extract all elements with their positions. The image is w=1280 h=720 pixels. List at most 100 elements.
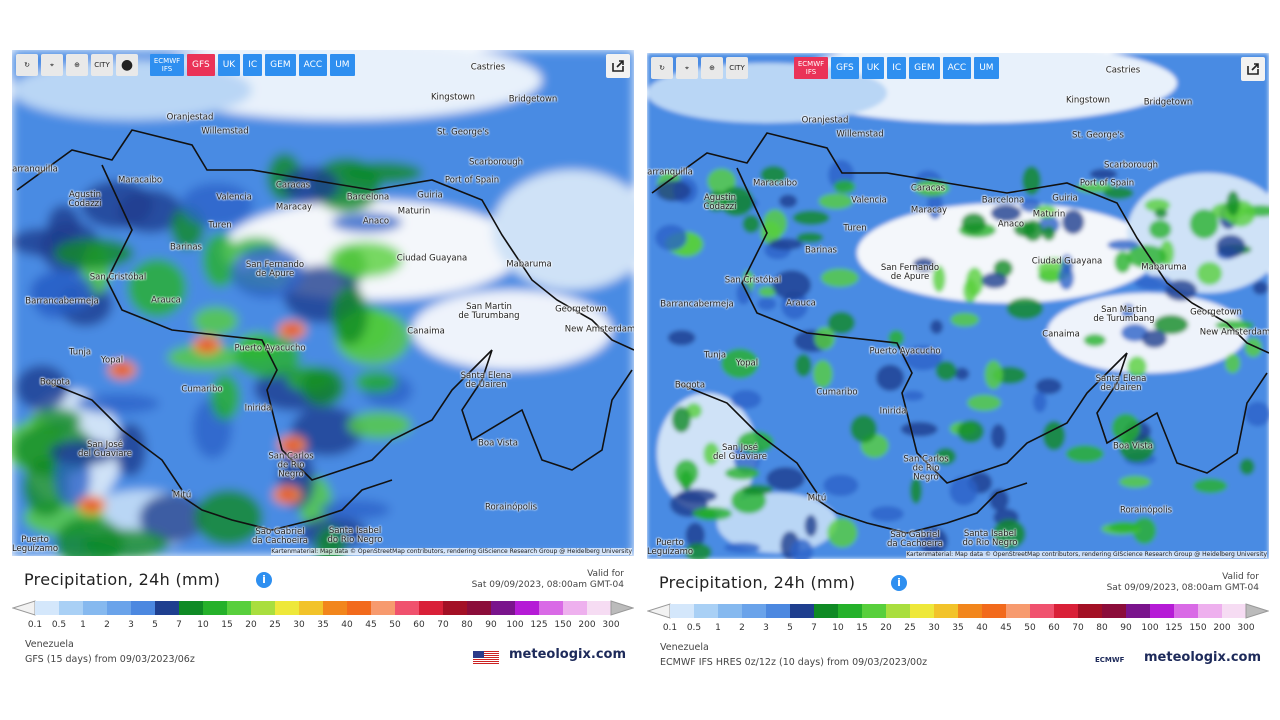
border-line xyxy=(41,379,183,491)
wet-area xyxy=(1083,333,1106,347)
city-label: Bogota xyxy=(39,377,71,388)
heavy-rain xyxy=(286,326,298,334)
scale-label: 200 xyxy=(578,620,596,630)
city-label: Barrancabermeja xyxy=(660,299,734,310)
scale-label: 2 xyxy=(104,620,110,630)
wet-area xyxy=(1164,279,1197,301)
model-button[interactable]: IC xyxy=(243,54,263,76)
scale-label: 0.1 xyxy=(27,620,43,630)
wet-area xyxy=(671,406,691,433)
model-button[interactable]: UM xyxy=(330,54,355,76)
colorbar-segment xyxy=(395,601,419,615)
colorbar-segment xyxy=(131,601,155,615)
model-button[interactable]: GEM xyxy=(265,54,296,76)
info-icon[interactable]: i xyxy=(256,572,272,588)
borders xyxy=(651,132,1269,534)
city-label: Mabaruma xyxy=(1141,262,1187,273)
city-label: Valencia xyxy=(216,192,252,203)
colorbar-segment xyxy=(1102,604,1126,618)
wet-area xyxy=(53,238,134,269)
attribution: Kartenmaterial: Map data © OpenStreetMap… xyxy=(906,551,1267,558)
city-label: Cumaribo xyxy=(816,387,858,398)
city-label: Maturin xyxy=(1032,209,1066,220)
colorbar-segment xyxy=(539,601,563,615)
border-line xyxy=(806,482,1028,534)
wet-area xyxy=(1244,337,1263,358)
wet-area xyxy=(981,272,1008,289)
model-button[interactable]: GFS xyxy=(187,54,215,76)
wet-area xyxy=(762,209,788,238)
city-label: San Fernando de Apure xyxy=(880,263,940,282)
wet-area xyxy=(823,474,859,497)
model-button[interactable]: UK xyxy=(861,57,885,79)
wet-area xyxy=(870,506,904,522)
valid-for: Valid for Sat 09/09/2023, 08:00am GMT-04 xyxy=(1107,572,1259,594)
city-label: Maracay xyxy=(910,205,948,216)
wet-area xyxy=(233,335,301,378)
brand: meteologix.com xyxy=(509,647,626,662)
tool-icon[interactable]: ↻ xyxy=(16,54,38,76)
colorbar-segment xyxy=(1198,604,1222,618)
city-label: Caracas xyxy=(275,180,311,191)
wet-area xyxy=(909,477,923,504)
share-button[interactable] xyxy=(1241,57,1265,81)
scale-label: 80 xyxy=(461,620,473,630)
map-canvas xyxy=(12,50,634,556)
wet-area xyxy=(692,506,732,521)
model-button[interactable]: ACC xyxy=(942,57,972,79)
tool-icon[interactable]: ⌖ xyxy=(676,57,698,79)
wet-area xyxy=(963,279,978,303)
city-label: Kingstown xyxy=(1065,95,1111,106)
scale-label: 100 xyxy=(506,620,524,630)
wet-area xyxy=(1132,517,1157,545)
wet-area xyxy=(760,165,787,184)
valid-label: Valid for xyxy=(1222,572,1259,582)
city-label: arranquilla xyxy=(12,164,58,175)
colorbar-arrow xyxy=(610,600,634,616)
border-line xyxy=(736,167,1128,484)
model-button[interactable]: UM xyxy=(974,57,999,79)
tool-icon[interactable]: ↻ xyxy=(651,57,673,79)
city-label: Scarborough xyxy=(468,157,524,168)
city-label: Guiria xyxy=(417,190,443,201)
tool-icon[interactable]: ⊕ xyxy=(66,54,88,76)
wet-area xyxy=(902,390,924,401)
share-button[interactable] xyxy=(606,54,630,78)
model-button[interactable]: ECMWF IFS xyxy=(794,57,828,79)
wet-area xyxy=(230,246,304,299)
wet-area xyxy=(990,204,1022,222)
spacer xyxy=(751,57,791,79)
wet-area xyxy=(1103,186,1134,200)
model-button[interactable]: UK xyxy=(217,54,241,76)
border-line xyxy=(676,382,818,494)
city-label: Bridgetown xyxy=(508,94,558,105)
model-button[interactable]: GFS xyxy=(831,57,859,79)
city-toggle[interactable]: CITY xyxy=(91,54,113,76)
model-button[interactable]: GEM xyxy=(909,57,940,79)
colorbar-segment xyxy=(766,604,790,618)
wet-area xyxy=(827,311,856,334)
colorbar-segment xyxy=(275,601,299,615)
dot-toggle[interactable]: ● xyxy=(116,54,138,76)
region: Venezuela xyxy=(25,639,74,650)
wet-area xyxy=(935,360,957,381)
model-button[interactable]: ECMWF IFS xyxy=(150,54,184,76)
city-toggle[interactable]: CITY xyxy=(726,57,748,79)
wet-area xyxy=(655,224,687,251)
tool-icon[interactable]: ⌖ xyxy=(41,54,63,76)
wet-area xyxy=(1042,420,1066,451)
model-button[interactable]: IC xyxy=(887,57,907,79)
colorbar-segment xyxy=(1174,604,1198,618)
info-icon[interactable]: i xyxy=(891,575,907,591)
tool-icon[interactable]: ⊕ xyxy=(701,57,723,79)
wet-area xyxy=(935,447,957,466)
valid-label: Valid for xyxy=(587,569,624,579)
scale-label: 0.1 xyxy=(662,623,678,633)
model-button[interactable]: ACC xyxy=(298,54,328,76)
city-label: San Cristóbal xyxy=(724,275,782,286)
colorbar-segment xyxy=(227,601,251,615)
wet-area xyxy=(772,270,812,300)
share-icon xyxy=(1247,63,1259,75)
colorbar-segment xyxy=(83,601,107,615)
